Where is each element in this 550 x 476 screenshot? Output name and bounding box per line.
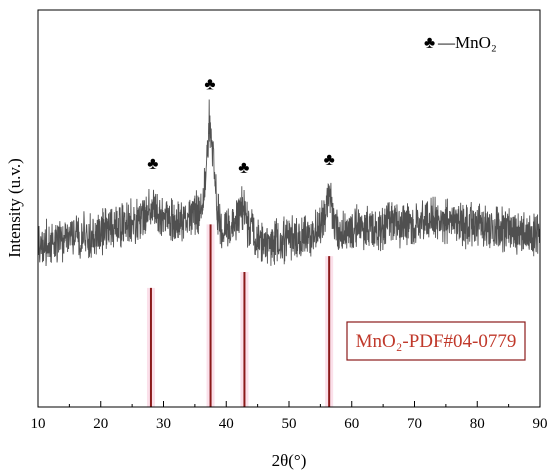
legend-symbol: ♣ [424, 33, 435, 52]
x-tick-label: 50 [282, 416, 297, 432]
peak-markers: ♣ ♣ ♣ ♣ [147, 74, 334, 177]
x-tick-label: 80 [470, 416, 485, 432]
series-line [37, 99, 541, 267]
y-axis-title: Intensity (u.v.) [5, 158, 24, 257]
reference-label-box: MnO₂-PDF#04-0779 [346, 321, 526, 361]
reference-highlight-bands [146, 224, 334, 407]
x-tick-label: 40 [219, 416, 234, 432]
peak-marker: ♣ [204, 74, 215, 93]
legend-label: —MnO₂ [437, 33, 497, 52]
x-tick-label: 90 [533, 416, 548, 432]
x-tick-label: 10 [31, 416, 46, 432]
x-tick-label: 60 [344, 416, 359, 432]
peak-marker: ♣ [324, 150, 335, 169]
peak-marker: ♣ [147, 154, 158, 173]
diffraction-pattern [37, 99, 541, 267]
peak-marker: ♣ [238, 158, 249, 177]
x-axis-title: 2θ(°) [272, 451, 307, 470]
x-tick-label: 30 [156, 416, 171, 432]
x-tick-label: 20 [93, 416, 108, 432]
x-tick-label: 70 [407, 416, 422, 432]
reference-label: MnO₂-PDF#04-0779 [356, 331, 517, 352]
legend: ♣ —MnO₂ [424, 33, 497, 52]
reference-pattern-lines [149, 224, 331, 407]
x-axis: 10 20 30 40 50 60 70 80 90 [31, 401, 548, 432]
